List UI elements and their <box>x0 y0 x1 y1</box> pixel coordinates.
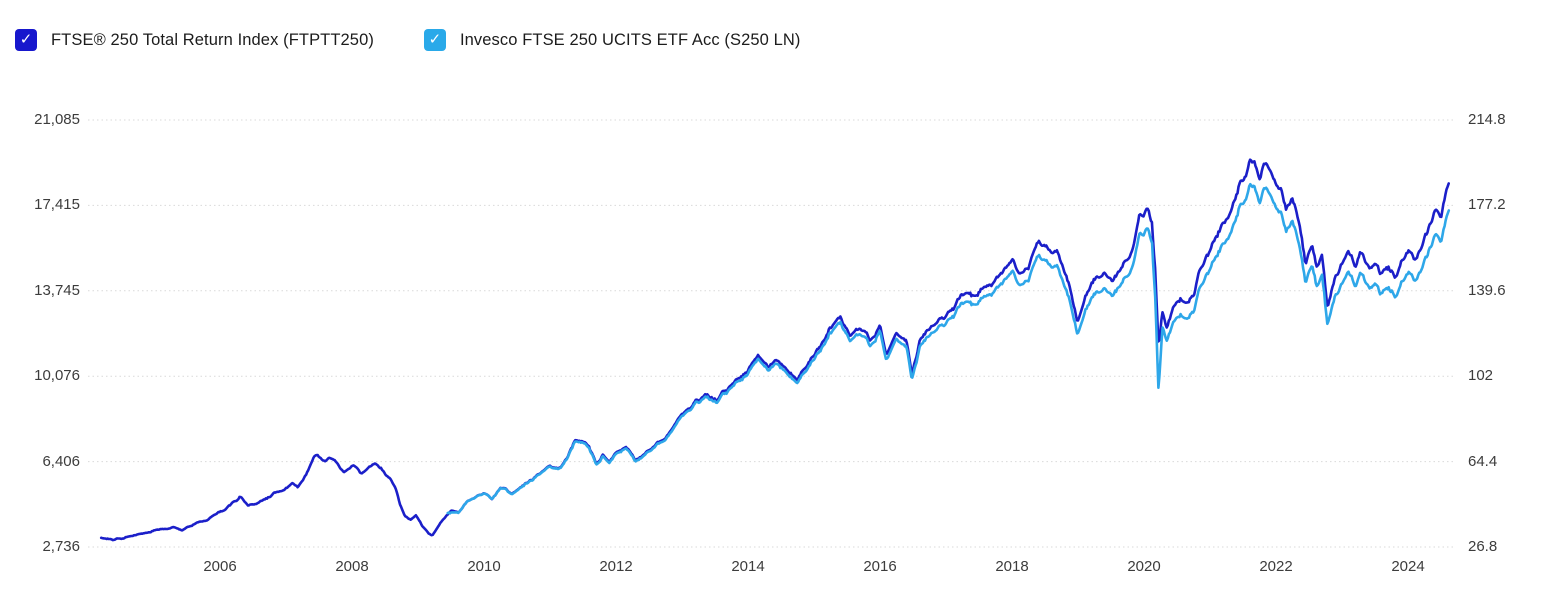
y-left-tick-label: 17,415 <box>34 196 80 214</box>
y-left-tick-label: 21,085 <box>34 111 80 128</box>
x-tick-label: 2012 <box>599 558 633 575</box>
y-right-tick-label: 26.8 <box>1468 538 1498 555</box>
y-right-tick-label: 214.8 <box>1468 111 1506 128</box>
x-tick-label: 2018 <box>995 558 1029 575</box>
index-series-checkbox[interactable]: ✓ <box>15 29 37 51</box>
legend-item-etf[interactable]: ✓ Invesco FTSE 250 UCITS ETF Acc (S250 L… <box>423 29 801 51</box>
y-left-tick-label: 6,406 <box>42 452 80 470</box>
legend-label-etf: Invesco FTSE 250 UCITS ETF Acc (S250 LN) <box>459 30 801 49</box>
legend-label-index: FTSE® 250 Total Return Index (FTPTT250) <box>51 30 374 49</box>
y-right-tick-label: 177.2 <box>1468 196 1506 214</box>
x-tick-label: 2010 <box>467 558 501 575</box>
y-right-tick-label: 102 <box>1468 367 1494 385</box>
x-tick-label: 2022 <box>1259 558 1293 575</box>
x-tick-label: 2020 <box>1127 558 1161 575</box>
y-left-tick-label: 13,745 <box>34 281 80 299</box>
etf-series-checkbox[interactable]: ✓ <box>423 29 446 51</box>
checkmark-icon: ✓ <box>19 30 33 48</box>
y-left-tick-label: 2,736 <box>42 538 80 555</box>
x-tick-label: 2014 <box>731 558 765 575</box>
x-tick-label: 2008 <box>335 558 369 575</box>
x-tick-label: 2006 <box>203 558 237 575</box>
chart-legend: ✓ FTSE® 250 Total Return Index (FTPTT250… <box>15 29 801 51</box>
chart-plot-area[interactable] <box>88 100 1456 557</box>
x-tick-label: 2024 <box>1391 558 1425 575</box>
y-right-tick-label: 139.6 <box>1468 281 1506 299</box>
y-left-tick-label: 10,076 <box>34 367 80 385</box>
x-tick-label: 2016 <box>863 558 897 575</box>
y-right-tick-label: 64.4 <box>1468 452 1498 470</box>
etf-series-line <box>446 182 1451 515</box>
legend-item-index[interactable]: ✓ FTSE® 250 Total Return Index (FTPTT250… <box>15 29 374 51</box>
index-series-line <box>99 158 1450 542</box>
checkmark-icon: ✓ <box>428 30 442 48</box>
